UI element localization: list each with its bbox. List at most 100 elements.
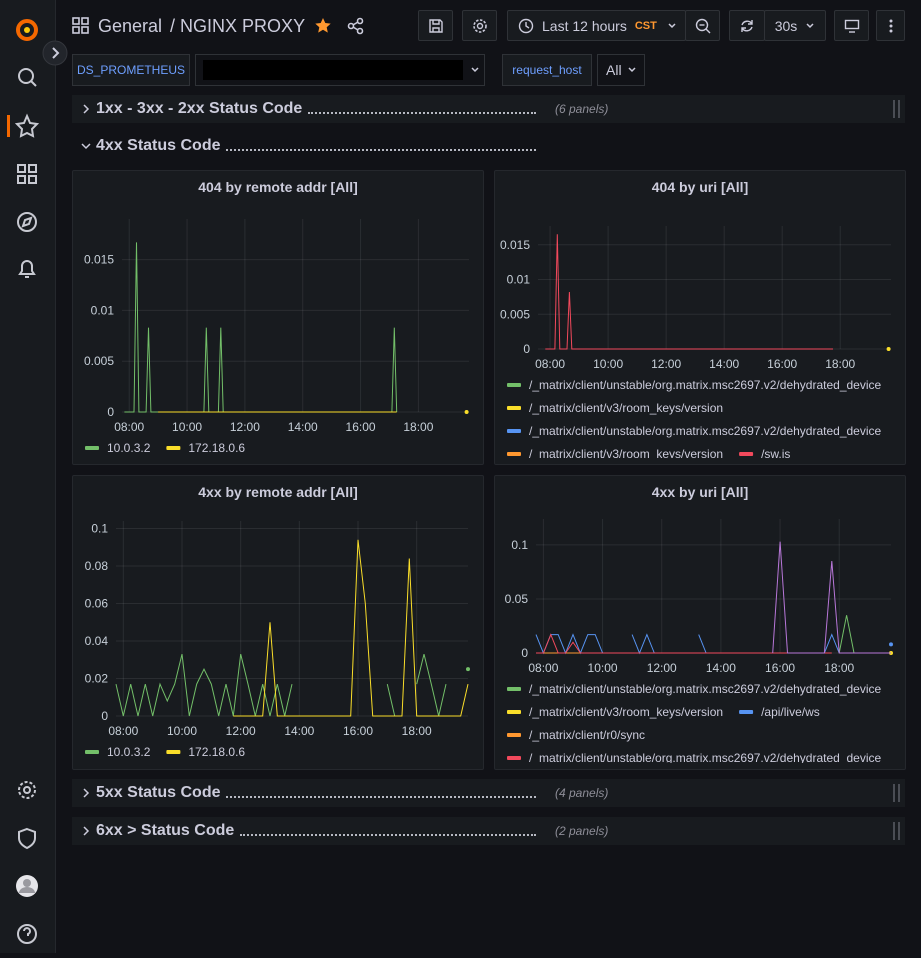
explore-icon[interactable]: [17, 212, 37, 232]
zoom-out-button[interactable]: [685, 10, 720, 41]
star-button[interactable]: [314, 17, 332, 35]
legend-swatch: [166, 750, 181, 754]
time-picker[interactable]: Last 12 hours CST: [507, 10, 686, 41]
legend-label: 172.18.0.6: [188, 745, 245, 759]
chevron: [471, 67, 479, 73]
legend-item[interactable]: /_matrix/client/unstable/org.matrix.msc2…: [507, 378, 882, 392]
legend: /_matrix/client/unstable/org.matrix.msc2…: [507, 378, 882, 461]
legend-swatch: [507, 383, 521, 387]
legend-item[interactable]: /_matrix/client/unstable/org.matrix.msc2…: [507, 751, 882, 765]
sidebar: [0, 0, 56, 953]
row-title: 5xx Status Code: [96, 784, 221, 801]
y-tick-label: 0.08: [85, 559, 109, 573]
legend-label: 10.0.3.2: [107, 441, 151, 455]
row-title: 6xx > Status Code: [96, 822, 235, 839]
legend-item[interactable]: /api/live/ws: [739, 705, 820, 719]
legend-label: 10.0.3.2: [107, 745, 151, 759]
legend-swatch: [507, 710, 521, 714]
alerting-icon[interactable]: [18, 260, 36, 278]
row-title-wrap: 6xx > Status Code: [80, 822, 538, 840]
legend-label: /_matrix/client/v3/room_keys/version: [529, 705, 723, 719]
profile-avatar[interactable]: [16, 875, 38, 897]
legend-item[interactable]: /_matrix/client/unstable/org.matrix.msc2…: [507, 424, 882, 438]
legend-item[interactable]: 172.18.0.6: [166, 745, 245, 759]
row-header[interactable]: 1xx - 3xx - 2xx Status Code (6 panels): [72, 95, 905, 123]
admin-icon[interactable]: [18, 827, 36, 850]
y-tick-label: 0.015: [500, 238, 530, 252]
panel: 4xx by uri [All] 0 0.05 0.1 08:00 10:00 12:00 1…: [494, 475, 906, 770]
legend-label: /api/live/ws: [761, 705, 820, 719]
legend-swatch: [507, 452, 521, 456]
legend-label: /_matrix/client/r0/sync: [529, 728, 645, 742]
logo[interactable]: [16, 19, 38, 41]
row-header[interactable]: 4xx Status Code: [72, 132, 905, 160]
row-title: 1xx - 3xx - 2xx Status Code: [96, 100, 303, 117]
legend-item[interactable]: 172.18.0.6: [166, 441, 245, 455]
legend-item[interactable]: /_matrix/client/v3/room_keys/version: [507, 401, 723, 415]
dashboard-title: / NGINX PROXY: [170, 15, 306, 36]
chart: 4xx by uri [All] 0 0.05 0.1 08:00 10:00 12:00 1…: [505, 484, 893, 765]
legend: 10.0.3.2 172.18.0.6: [85, 441, 245, 455]
panel: 404 by uri [All] 0 0.005 0.01 0.015 08:00 10:0…: [494, 170, 906, 465]
legend: 10.0.3.2 172.18.0.6: [85, 745, 245, 759]
starred-icon[interactable]: [14, 113, 40, 138]
drag-handle[interactable]: [892, 99, 902, 119]
series-line: [416, 653, 447, 717]
share-button[interactable]: [347, 17, 365, 35]
row-header[interactable]: 5xx Status Code (4 panels): [72, 779, 905, 807]
legend-label: 172.18.0.6: [188, 441, 245, 455]
dashboards-icon[interactable]: [17, 164, 37, 184]
variable-name: DS_PROMETHEUS: [76, 63, 186, 77]
active-indicator: [7, 115, 10, 137]
legend-item[interactable]: /sw.js: [739, 447, 790, 461]
x-tick-label: 18:00: [825, 357, 855, 371]
series-line: [838, 615, 855, 654]
legend-item[interactable]: /_matrix/client/unstable/org.matrix.msc2…: [507, 682, 882, 696]
legend-label: /_matrix/client/v3/room_keys/version: [529, 401, 723, 415]
legend-item[interactable]: /_matrix/client/v3/room_keys/version: [507, 447, 723, 461]
drag-handle[interactable]: [892, 821, 902, 841]
variable-label: DS_PROMETHEUS: [72, 54, 190, 86]
variable-select[interactable]: [195, 54, 485, 86]
x-tick-label: 08:00: [535, 357, 565, 371]
clock-icon: [518, 18, 534, 33]
config-icon[interactable]: [18, 781, 36, 799]
x-tick-label: 10:00: [588, 661, 618, 675]
dock-toggle[interactable]: [42, 40, 68, 66]
drag-handle[interactable]: [892, 783, 902, 803]
save-button[interactable]: [418, 10, 453, 41]
search-icon[interactable]: [18, 68, 37, 87]
variable-name: request_host: [512, 63, 582, 77]
panel: 404 by remote addr [All] 0 0.005 0.01 0.015 0…: [72, 170, 484, 465]
tv-mode-button[interactable]: [834, 10, 869, 41]
more-button[interactable]: [876, 10, 905, 41]
help-icon[interactable]: [17, 924, 37, 944]
panel-title: 4xx by uri [All]: [652, 484, 748, 500]
x-tick-label: 12:00: [647, 661, 677, 675]
y-tick-label: 0.01: [91, 303, 115, 317]
variable-select[interactable]: All: [597, 54, 645, 86]
legend-swatch: [85, 750, 99, 754]
timezone: CST: [634, 19, 657, 32]
legend-item[interactable]: /_matrix/client/v3/room_keys/version: [507, 705, 723, 719]
row-chevron: [83, 788, 90, 798]
x-tick-label: 12:00: [651, 357, 681, 371]
data-point: [889, 642, 893, 647]
x-tick-label: 14:00: [709, 357, 739, 371]
legend-swatch: [507, 733, 521, 737]
row-chevron: [81, 143, 91, 150]
folder-link[interactable]: General: [98, 15, 163, 36]
settings-button[interactable]: [462, 10, 497, 41]
legend-item[interactable]: 10.0.3.2: [85, 441, 151, 455]
row-header[interactable]: 6xx > Status Code (2 panels): [72, 817, 905, 845]
legend-item[interactable]: 10.0.3.2: [85, 745, 151, 759]
y-tick-label: 0.06: [85, 597, 109, 611]
chart: 404 by remote addr [All] 0 0.005 0.01 0.015 0…: [84, 179, 469, 455]
x-tick-label: 18:00: [402, 724, 432, 738]
refresh-button[interactable]: [729, 10, 765, 41]
x-tick-label: 08:00: [528, 661, 558, 675]
row-chevron: [83, 104, 90, 114]
refresh-interval[interactable]: 30s: [764, 10, 826, 41]
x-tick-label: 18:00: [824, 661, 854, 675]
legend-item[interactable]: /_matrix/client/r0/sync: [507, 728, 645, 742]
